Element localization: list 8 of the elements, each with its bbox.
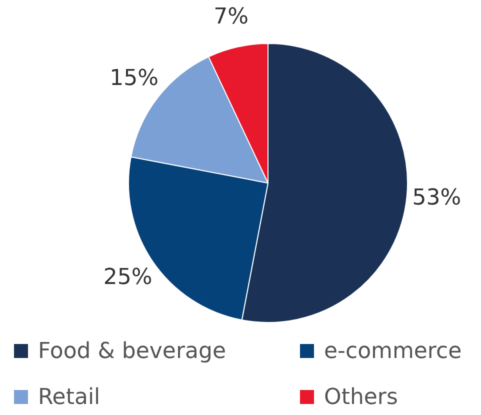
legend-label: Others xyxy=(324,384,398,410)
legend-label: e-commerce xyxy=(324,338,462,364)
data-label: 7% xyxy=(214,4,248,30)
data-label: 53% xyxy=(412,186,462,211)
legend-label: Food & beverage xyxy=(38,338,226,364)
data-label: 15% xyxy=(110,66,159,91)
data-label: 25% xyxy=(103,264,152,290)
legend-label: Retail xyxy=(38,384,100,410)
